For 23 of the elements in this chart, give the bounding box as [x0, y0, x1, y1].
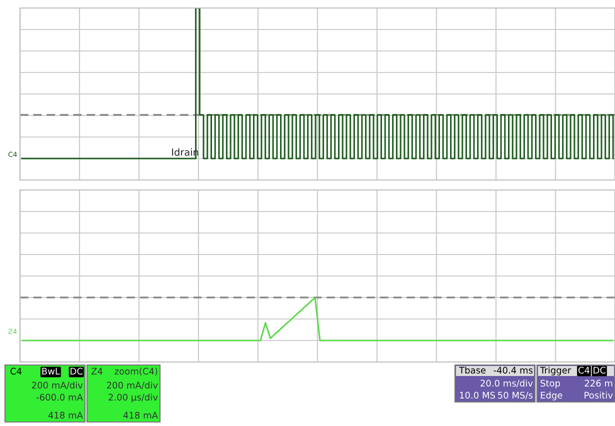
text: -40.4 ms: [494, 366, 533, 374]
text: DC: [70, 368, 83, 375]
text: Edge: [540, 392, 562, 400]
text: Tbase: [458, 366, 486, 374]
text: BwL: [42, 368, 60, 374]
text: 10.0 MS: [460, 392, 495, 399]
text: 20.0 ms/div: [480, 380, 533, 388]
text: 50 MS/s: [498, 392, 533, 400]
text: DC: [594, 366, 606, 374]
text: C4: [10, 368, 22, 375]
text: Stop: [540, 380, 560, 388]
text: 418 mA: [123, 412, 158, 419]
text: zoom(C4): [114, 368, 158, 376]
text: -600.0 mA: [36, 394, 83, 401]
text: Positiv: [584, 392, 613, 399]
text: 2.00 µs/div: [108, 394, 158, 402]
text: Z4: [91, 368, 102, 374]
text: Trigger: [540, 366, 572, 376]
text: C4: [578, 366, 590, 374]
text: 200 mA/div: [32, 382, 83, 390]
text: 418 mA: [48, 412, 83, 419]
text: 200 mA/div: [106, 382, 158, 390]
text: 226 m: [584, 380, 612, 387]
